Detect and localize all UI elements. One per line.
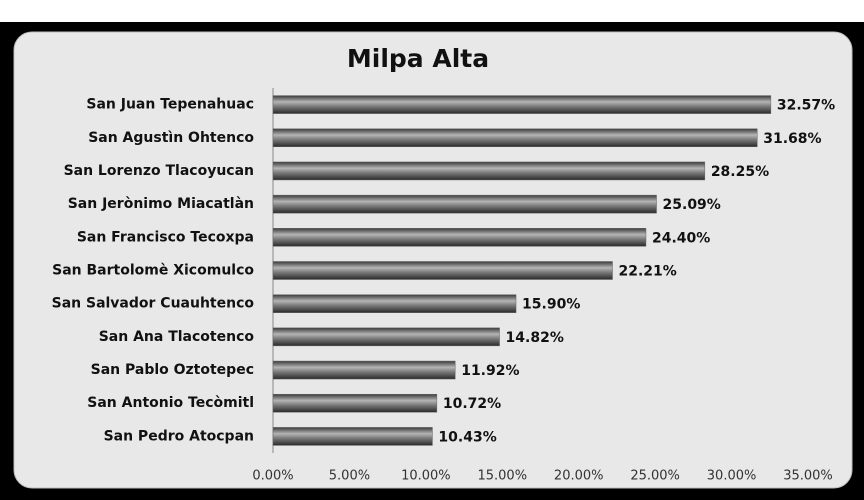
data-label: 24.40% [652,230,710,246]
bar [272,95,772,114]
category-label: San Antonio Tecòmitl [87,395,254,411]
data-label: 32.57% [777,98,835,114]
category-label: San Pedro Atocpan [104,428,254,444]
bar [272,393,438,413]
data-label: 14.82% [506,330,564,346]
x-tick-label: 20.00% [554,469,604,484]
chart-title: Milpa Alta [347,44,489,73]
x-tick-label: 35.00% [783,469,833,484]
bar [272,194,657,214]
data-label: 28.25% [711,164,769,180]
data-label: 11.92% [461,363,519,379]
x-tick-label: 10.00% [401,469,451,484]
x-tick-label: 25.00% [630,469,680,484]
bar [272,294,517,313]
category-label: San Francisco Tecoxpa [77,229,254,245]
x-tick-label: 30.00% [707,469,757,484]
x-tick-label: 0.00% [252,469,293,484]
bar [272,128,758,148]
category-label: San Ana Tlacotenco [99,329,255,345]
category-label: San Bartolomè Xicomulco [52,263,254,279]
data-label: 10.72% [443,396,501,412]
data-label: 10.43% [438,429,496,445]
bar [272,427,433,446]
category-label: San Salvador Cuauhtenco [52,296,255,312]
data-label: 25.09% [663,197,721,213]
category-label: San Agustìn Ohtenco [88,130,254,146]
x-tick-label: 15.00% [477,469,527,484]
data-label: 31.68% [763,131,821,147]
category-label: San Juan Tepenahuac [86,97,254,113]
bar [272,161,706,181]
data-label: 15.90% [522,297,580,313]
bar [272,261,613,280]
x-tick-label: 5.00% [329,469,370,484]
bar [272,327,500,347]
category-label: San Pablo Oztotepec [91,362,254,378]
bar [272,360,456,380]
category-label: San Jerònimo Miacatlàn [68,196,254,212]
category-label: San Lorenzo Tlacoyucan [64,163,254,179]
data-label: 22.21% [618,264,676,280]
bar [272,228,647,247]
